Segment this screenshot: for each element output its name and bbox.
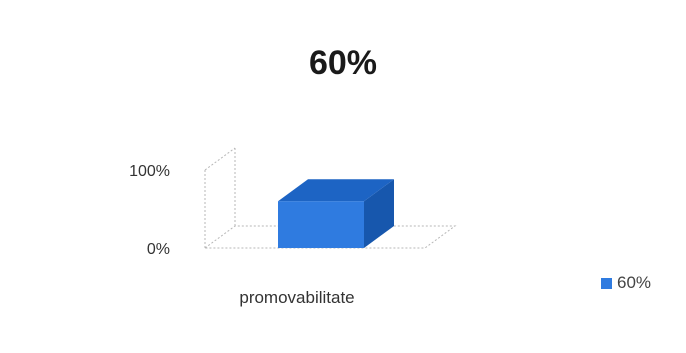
floor (203, 225, 457, 249)
chart-title: 60% (308, 44, 378, 82)
y-tick-label: 100% (129, 163, 170, 180)
top-wall-edge (204, 147, 236, 171)
bar (278, 201, 364, 248)
bar-top (278, 179, 394, 202)
bar-side (364, 179, 394, 248)
legend: 60% (601, 273, 651, 293)
legend-swatch (601, 277, 612, 289)
y-tick-label: 0% (147, 241, 170, 258)
legend-label: 60% (617, 273, 652, 292)
x-tick-label: promovabilitate (239, 288, 354, 307)
